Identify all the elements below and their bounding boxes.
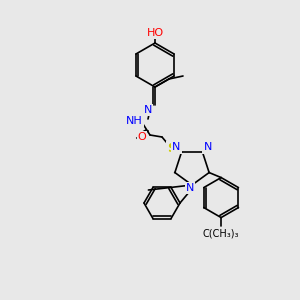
Text: C(CH₃)₃: C(CH₃)₃ <box>203 229 239 238</box>
Text: O: O <box>138 132 146 142</box>
Text: S: S <box>167 142 176 155</box>
Text: N: N <box>144 105 152 115</box>
Text: NH: NH <box>126 116 143 126</box>
Text: N: N <box>203 142 212 152</box>
Text: N: N <box>172 142 181 152</box>
Text: N: N <box>186 183 194 193</box>
Text: HO: HO <box>146 28 164 38</box>
